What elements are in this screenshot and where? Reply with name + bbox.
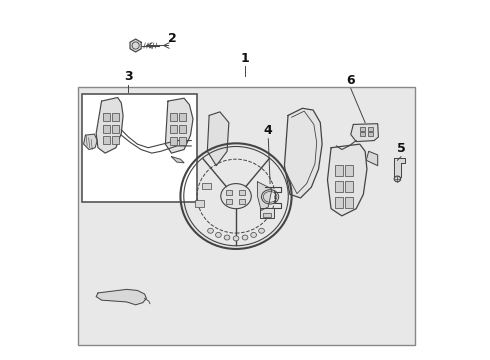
Polygon shape: [130, 39, 141, 52]
Bar: [335, 165, 343, 176]
Ellipse shape: [208, 228, 214, 233]
Bar: [226, 190, 232, 195]
Bar: [112, 136, 119, 144]
Bar: [345, 181, 353, 192]
Bar: [260, 208, 274, 219]
Text: 4: 4: [264, 124, 272, 137]
Polygon shape: [96, 98, 123, 153]
Bar: [239, 199, 245, 204]
Bar: [195, 201, 204, 207]
Text: 5: 5: [396, 142, 405, 155]
Polygon shape: [172, 157, 184, 163]
Bar: [360, 127, 366, 131]
Bar: [103, 125, 110, 133]
Bar: [368, 127, 373, 131]
Polygon shape: [394, 158, 405, 177]
Bar: [179, 125, 186, 133]
Polygon shape: [84, 134, 97, 149]
Bar: [335, 181, 343, 192]
Ellipse shape: [251, 233, 257, 238]
Bar: [345, 165, 353, 176]
Ellipse shape: [224, 235, 230, 240]
Bar: [171, 125, 177, 133]
Polygon shape: [351, 124, 378, 141]
Bar: [345, 197, 353, 208]
Bar: [360, 132, 366, 136]
Bar: [112, 113, 119, 121]
Bar: [239, 190, 245, 195]
Bar: [103, 113, 110, 121]
Polygon shape: [207, 112, 229, 166]
Bar: [179, 137, 186, 145]
Polygon shape: [96, 289, 147, 305]
Polygon shape: [258, 182, 272, 211]
Bar: [78, 87, 416, 345]
Ellipse shape: [216, 233, 221, 238]
Ellipse shape: [221, 184, 251, 209]
Ellipse shape: [242, 235, 248, 240]
Polygon shape: [285, 108, 322, 198]
Bar: [368, 132, 373, 136]
Bar: [202, 183, 211, 189]
Bar: [335, 197, 343, 208]
Bar: [171, 113, 177, 121]
Bar: [171, 137, 177, 145]
Bar: [226, 199, 232, 204]
Polygon shape: [166, 98, 193, 153]
Text: 6: 6: [346, 74, 355, 87]
Text: 2: 2: [168, 32, 177, 45]
Ellipse shape: [259, 228, 265, 233]
Polygon shape: [366, 151, 378, 166]
Text: 1: 1: [241, 52, 249, 65]
Bar: [263, 213, 271, 217]
Bar: [103, 136, 110, 144]
Bar: [179, 113, 186, 121]
Ellipse shape: [233, 236, 239, 241]
Text: 3: 3: [124, 70, 133, 83]
Bar: [82, 94, 196, 202]
Bar: [112, 125, 119, 133]
Ellipse shape: [394, 176, 401, 182]
Polygon shape: [327, 144, 367, 216]
